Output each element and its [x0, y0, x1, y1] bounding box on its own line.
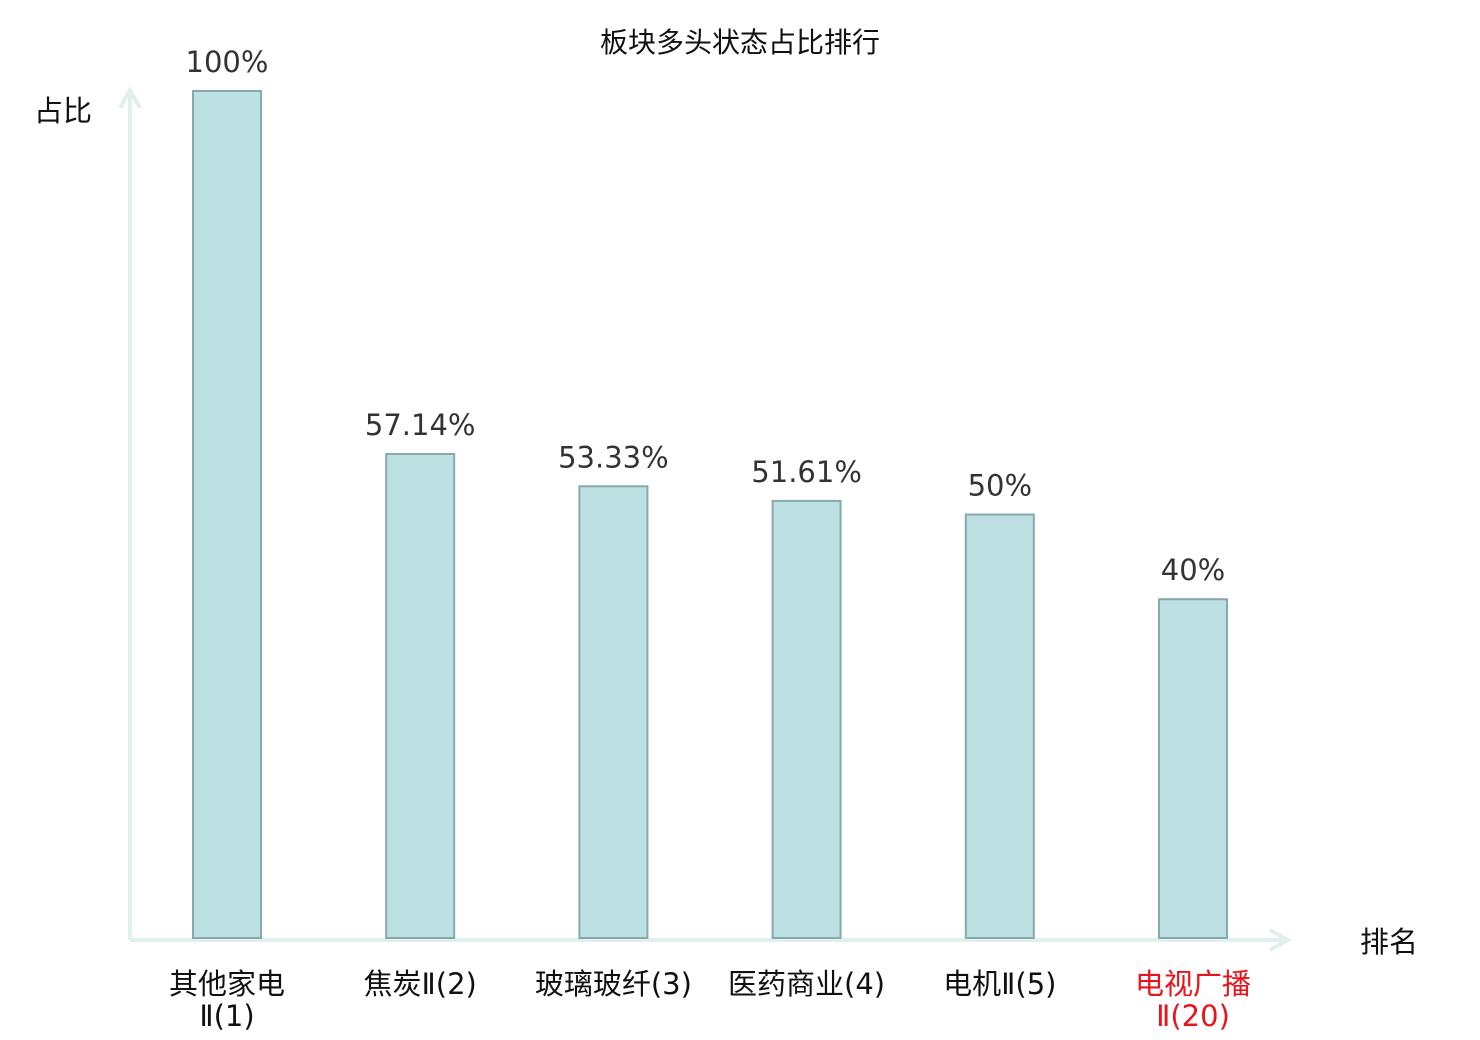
value-label-2: 57.14% [365, 408, 476, 442]
category-label-6: 电视广播 [1135, 967, 1251, 1001]
x-axis-arrow-icon [1269, 928, 1293, 952]
bar-5 [964, 513, 1035, 939]
chart-title: 板块多头状态占比排行 [600, 26, 880, 59]
bars-group [192, 90, 1228, 939]
value-label-4: 51.61% [751, 455, 862, 489]
bar-2 [385, 453, 456, 939]
value-label-6: 40% [1161, 553, 1225, 587]
bar-1 [192, 90, 262, 939]
category-label-1-line2: Ⅱ(1) [199, 999, 254, 1033]
category-label-6-line2: Ⅱ(20) [1156, 999, 1230, 1033]
axes [118, 85, 1293, 952]
value-label-3: 53.33% [558, 440, 669, 474]
category-label-1: 其他家电 [169, 967, 285, 1001]
category-label-5: 电机Ⅱ(5) [943, 967, 1056, 1001]
y-axis-label: 占比 [34, 94, 92, 128]
value-labels-group: 100% 57.14% 53.33% 51.61% 50% 40% [186, 45, 1226, 587]
bar-6 [1158, 598, 1228, 939]
category-label-2: 焦炭Ⅱ(2) [364, 967, 477, 1001]
category-label-3: 玻璃玻纤(3) [535, 967, 692, 1001]
bar-3 [578, 485, 649, 939]
value-label-1: 100% [186, 45, 269, 79]
x-axis-label: 排名 [1360, 925, 1418, 959]
bar-4 [771, 499, 842, 939]
y-axis-arrow-icon [118, 85, 142, 109]
category-label-4: 医药商业(4) [728, 967, 885, 1001]
value-label-5: 50% [968, 469, 1032, 503]
